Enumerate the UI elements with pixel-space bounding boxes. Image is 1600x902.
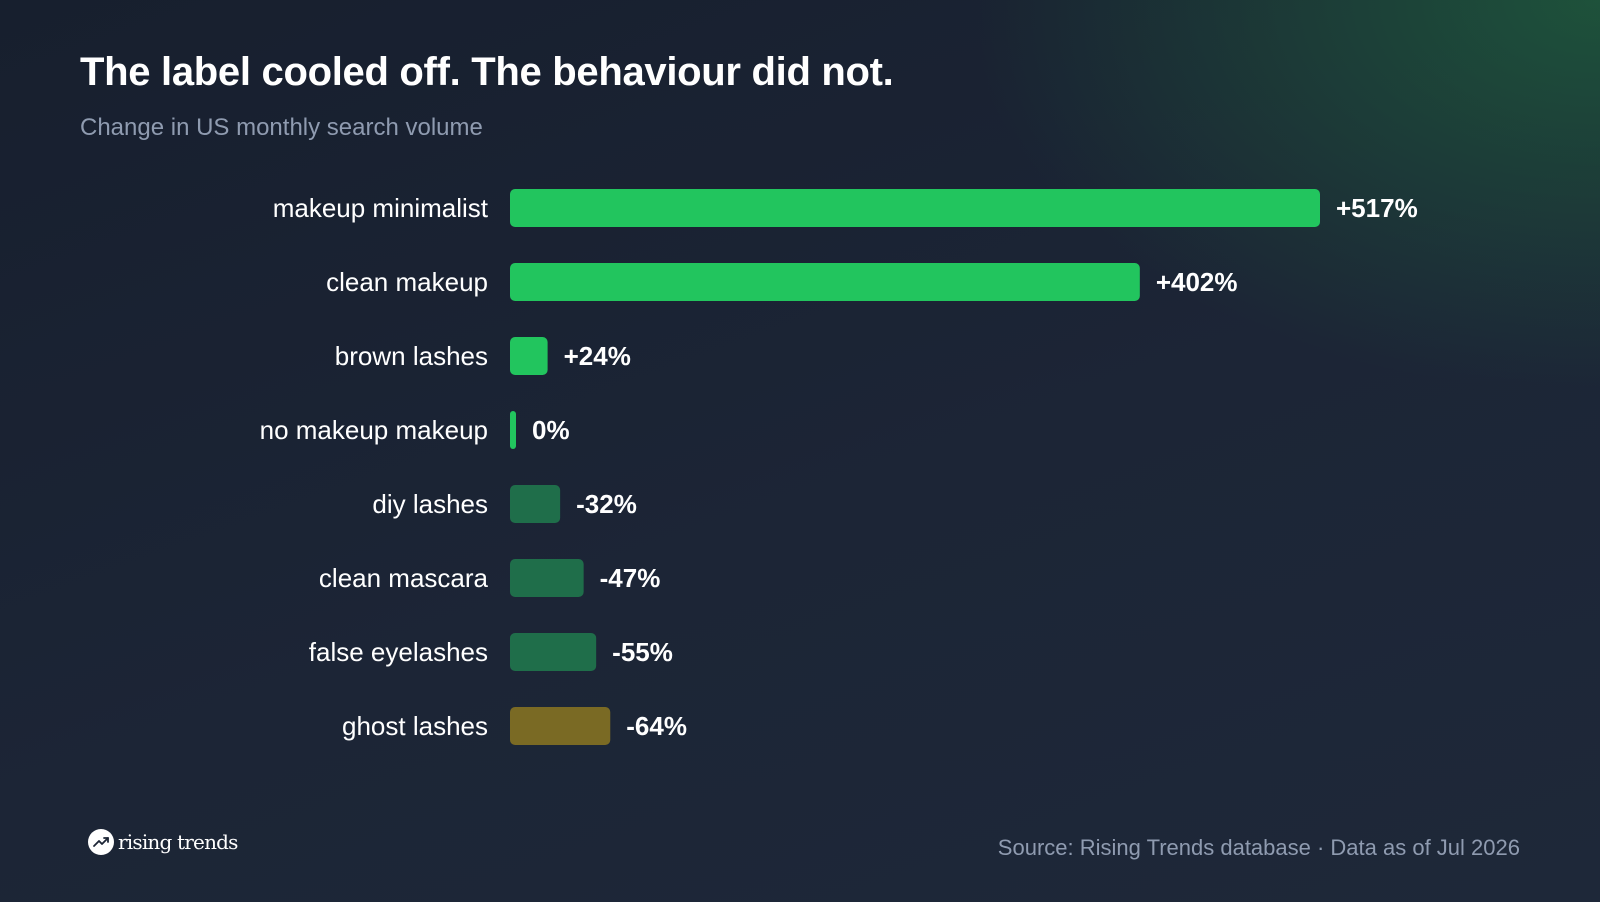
value-label-makeup-minimalist: +517% <box>1336 193 1418 223</box>
brand-logo: rising trends <box>88 829 238 855</box>
value-label-diy-lashes: -32% <box>576 489 637 519</box>
value-label-brown-lashes: +24% <box>564 341 631 371</box>
value-label-no-makeup-makeup: 0% <box>532 415 570 445</box>
category-label-clean-mascara: clean mascara <box>319 563 489 593</box>
bar-clean-mascara <box>510 559 584 597</box>
value-label-ghost-lashes: -64% <box>626 711 687 741</box>
category-label-brown-lashes: brown lashes <box>335 341 488 371</box>
category-label-no-makeup-makeup: no makeup makeup <box>260 415 488 445</box>
chart-title: The label cooled off. The behaviour did … <box>80 50 894 94</box>
bar-brown-lashes <box>510 337 548 375</box>
bar-ghost-lashes <box>510 707 611 745</box>
category-label-clean-makeup: clean makeup <box>326 267 488 297</box>
bar-chart: makeup minimalist +517% clean makeup +402% b… <box>260 189 1418 745</box>
category-label-ghost-lashes: ghost lashes <box>342 711 488 741</box>
trending-up-icon <box>88 829 114 855</box>
brand-name: rising trends <box>118 830 238 854</box>
bar-makeup-minimalist <box>510 189 1320 227</box>
chart-subtitle: Change in US monthly search volume <box>80 114 483 141</box>
category-label-false-eyelashes: false eyelashes <box>309 637 488 667</box>
value-label-clean-mascara: -47% <box>600 563 661 593</box>
bar-diy-lashes <box>510 485 561 523</box>
bar-false-eyelashes <box>510 633 597 671</box>
source-note: Source: Rising Trends database · Data as… <box>997 835 1520 860</box>
value-label-clean-makeup: +402% <box>1156 267 1238 297</box>
value-label-false-eyelashes: -55% <box>612 637 673 667</box>
bar-clean-makeup <box>510 263 1140 301</box>
category-label-makeup-minimalist: makeup minimalist <box>273 193 489 223</box>
category-label-diy-lashes: diy lashes <box>372 489 488 519</box>
bar-no-makeup-makeup <box>510 411 516 449</box>
